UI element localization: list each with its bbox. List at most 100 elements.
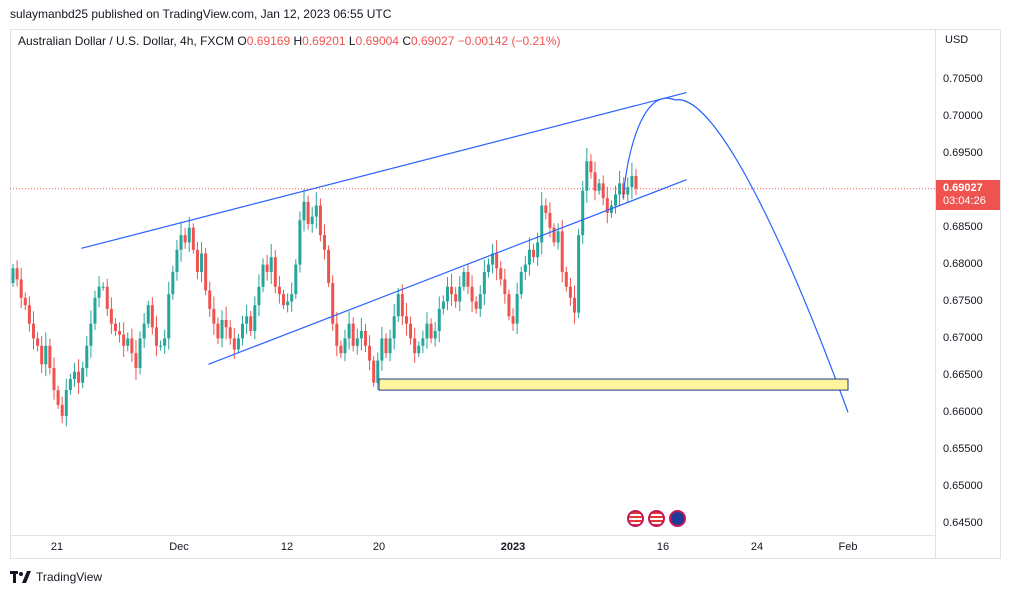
price-tick: 0.70500 xyxy=(943,73,983,85)
candle xyxy=(532,243,536,263)
legend-open-value: 0.69169 xyxy=(246,34,291,48)
candle xyxy=(441,295,445,315)
candle xyxy=(89,310,93,358)
chart-frame xyxy=(10,29,1001,559)
candle xyxy=(568,277,572,306)
candle xyxy=(257,274,261,317)
candle xyxy=(355,328,359,355)
candle xyxy=(212,296,216,335)
candle xyxy=(589,154,593,179)
candle xyxy=(372,356,376,387)
legend-high-value: 0.69201 xyxy=(302,34,346,48)
candle xyxy=(556,223,560,250)
candle xyxy=(216,317,220,344)
price-tick: 0.66500 xyxy=(943,369,983,381)
candle xyxy=(327,245,331,288)
price-tick: 0.64500 xyxy=(943,517,983,529)
candle xyxy=(159,340,163,351)
us-flag-event-icon[interactable] xyxy=(627,510,644,527)
price-axis[interactable] xyxy=(935,29,1001,559)
candle xyxy=(331,275,335,331)
time-tick: 20 xyxy=(372,541,386,553)
candle xyxy=(339,340,343,358)
candle xyxy=(265,254,269,281)
candle xyxy=(388,329,392,362)
candle xyxy=(126,332,130,352)
candle xyxy=(351,317,355,352)
brand-name: TradingView xyxy=(36,570,103,584)
candle xyxy=(560,219,564,283)
candle xyxy=(302,189,306,232)
candle xyxy=(634,168,638,195)
candle xyxy=(175,240,179,281)
candle xyxy=(195,241,199,280)
candle xyxy=(19,267,23,309)
candle xyxy=(552,223,556,247)
candle xyxy=(347,311,351,350)
time-axis[interactable] xyxy=(10,535,935,559)
time-tick: 21 xyxy=(50,541,64,553)
candle xyxy=(601,175,605,206)
au-flag-event-icon[interactable] xyxy=(669,510,686,527)
candle xyxy=(409,316,413,345)
candle xyxy=(474,296,478,314)
candle xyxy=(577,228,581,319)
tradingview-brand[interactable]: TradingView xyxy=(10,570,102,584)
candle xyxy=(93,290,97,331)
time-tick: Dec xyxy=(169,541,189,553)
candle xyxy=(581,181,585,244)
candle xyxy=(228,320,232,345)
candle xyxy=(97,276,101,308)
projection-curve[interactable] xyxy=(622,97,849,413)
candle xyxy=(478,285,482,317)
candle xyxy=(392,303,396,350)
plot-area[interactable] xyxy=(10,29,935,535)
candle xyxy=(421,330,425,353)
candle xyxy=(187,217,191,253)
candle xyxy=(253,296,257,340)
chart-legend: Australian Dollar / U.S. Dollar, 4h, FXC… xyxy=(18,34,560,48)
candle xyxy=(515,282,519,335)
candle xyxy=(163,329,167,354)
candle xyxy=(171,265,175,300)
candle xyxy=(527,237,531,276)
candle xyxy=(130,328,134,362)
candle xyxy=(64,378,68,427)
price-tick: 0.68000 xyxy=(943,258,983,270)
us-flag-event-icon[interactable] xyxy=(648,510,665,527)
candle xyxy=(183,227,187,249)
demand-zone[interactable] xyxy=(378,378,849,391)
candle xyxy=(450,273,454,307)
candle xyxy=(81,361,85,389)
candle xyxy=(204,248,208,296)
candle xyxy=(249,310,253,336)
candle xyxy=(282,289,286,310)
candle xyxy=(359,317,363,351)
channel-lower-line[interactable] xyxy=(208,179,687,365)
candle xyxy=(269,243,273,284)
price-tick: 0.67500 xyxy=(943,295,983,307)
candle xyxy=(540,192,544,255)
legend-close-label: C xyxy=(402,34,411,48)
candle xyxy=(290,282,294,312)
candlestick-chart[interactable] xyxy=(10,29,935,535)
candle xyxy=(413,327,417,363)
candle xyxy=(85,336,89,377)
candle xyxy=(44,332,48,377)
candle xyxy=(60,396,64,424)
candle xyxy=(491,243,495,274)
price-tick: 0.68500 xyxy=(943,221,983,233)
candle xyxy=(68,373,72,395)
candle xyxy=(286,293,290,313)
candle xyxy=(585,147,589,203)
candle xyxy=(154,315,158,357)
candle xyxy=(105,278,109,317)
candle xyxy=(458,276,462,312)
tradingview-logo-icon xyxy=(10,571,31,583)
candle xyxy=(101,282,105,291)
candle xyxy=(118,322,122,343)
channel-upper-line[interactable] xyxy=(81,91,687,249)
candle xyxy=(306,195,310,230)
bar-countdown: 03:04:26 xyxy=(943,195,986,207)
time-tick: 2023 xyxy=(500,541,526,553)
